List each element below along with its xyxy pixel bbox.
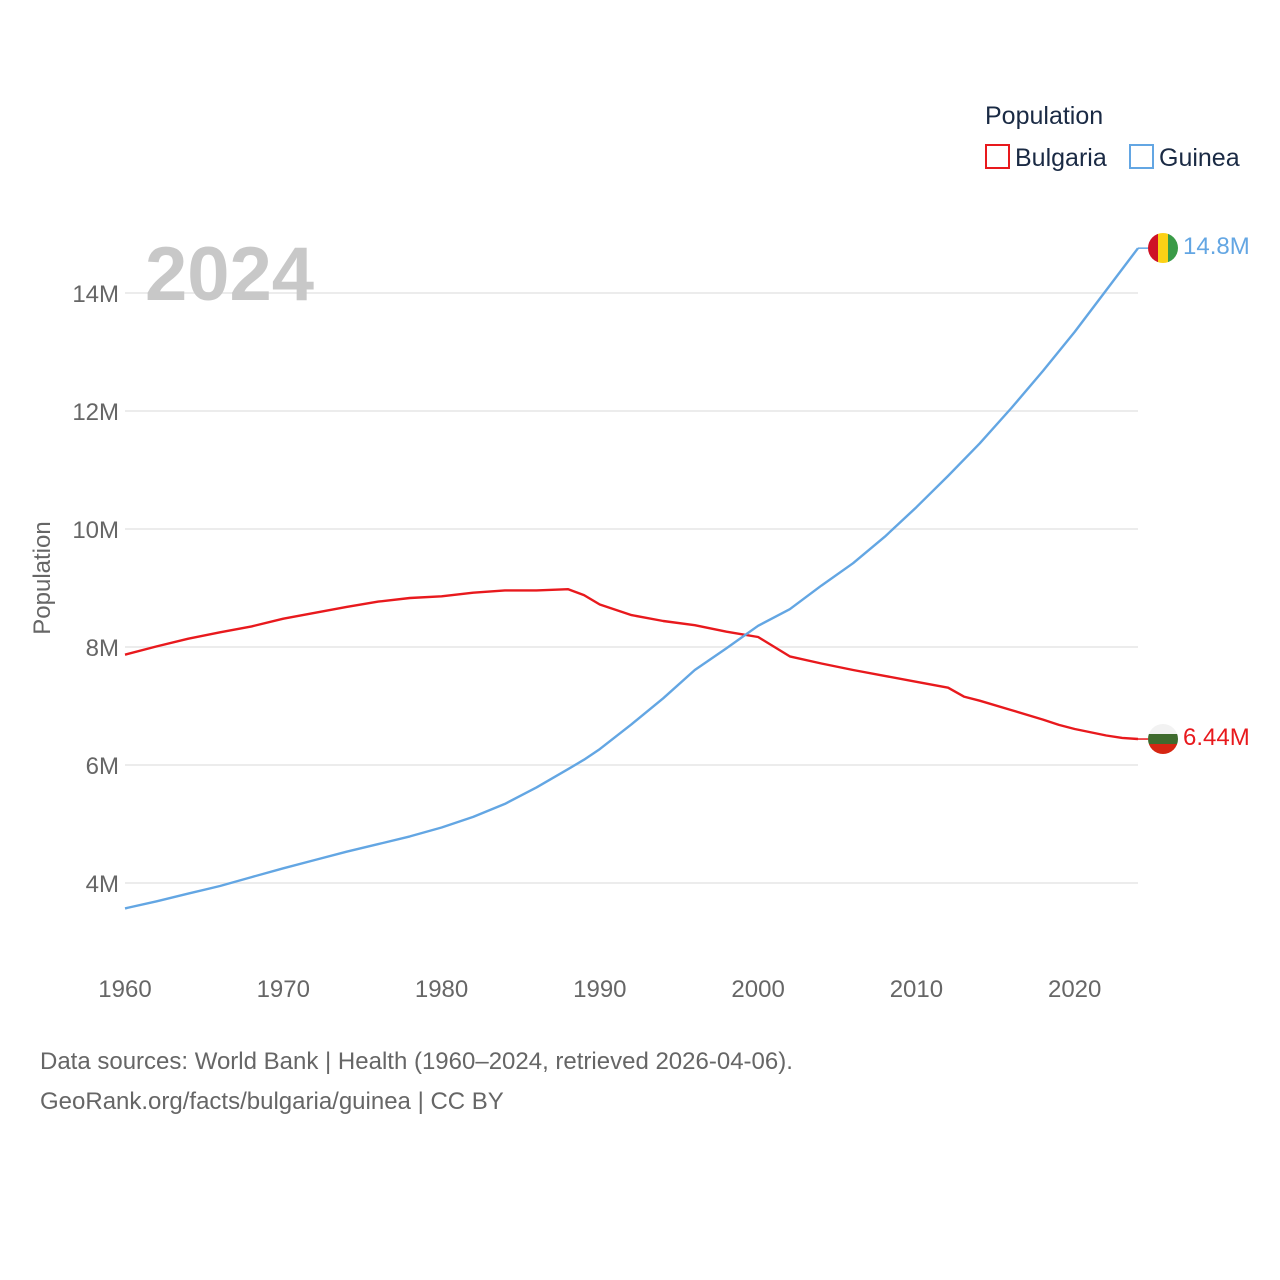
y-axis-tick-labels: 4M 6M 8M 10M 12M 14M [72,281,119,898]
bulgaria-end-value-label: 6.44M [1183,724,1250,751]
y-tick-label: 12M [72,399,119,426]
y-tick-label: 8M [86,635,119,662]
x-tick-label: 1970 [257,976,310,1003]
grid-lines [125,292,1138,884]
x-tick-label: 1980 [415,976,468,1003]
guinea-flag-icon [1148,233,1178,263]
legend-swatch-guinea [1129,144,1154,169]
x-tick-label: 2020 [1048,976,1101,1003]
x-tick-label: 2000 [731,976,784,1003]
legend-title: Population [985,102,1103,130]
legend-swatch-bulgaria [985,144,1010,169]
y-tick-label: 10M [72,517,119,544]
y-tick-label: 4M [86,871,119,898]
data-source-footer: Data sources: World Bank | Health (1960–… [40,1042,793,1122]
x-tick-label: 1990 [573,976,626,1003]
bulgaria-flag-icon [1148,724,1178,754]
y-tick-label: 6M [86,753,119,780]
x-tick-label: 2010 [890,976,943,1003]
series-lines [124,247,1148,910]
legend-label-guinea: Guinea [1159,144,1240,172]
attribution-line[interactable]: GeoRank.org/facts/bulgaria/guinea | CC B… [40,1088,504,1115]
guinea-end-value-label: 14.8M [1183,233,1250,260]
y-axis-label: Population [29,521,56,634]
x-axis-tick-labels: 1960 1970 1980 1990 2000 2010 2020 [98,976,1101,1003]
source-line: Data sources: World Bank | Health (1960–… [40,1048,793,1075]
x-tick-label: 1960 [98,976,151,1003]
year-label: 2024 [145,232,314,317]
series-line-bulgaria [124,588,1139,741]
y-tick-label: 14M [72,281,119,308]
series-line-guinea [124,247,1139,910]
legend: Population Bulgaria Guinea [985,102,1240,172]
legend-label-bulgaria: Bulgaria [1015,144,1107,172]
